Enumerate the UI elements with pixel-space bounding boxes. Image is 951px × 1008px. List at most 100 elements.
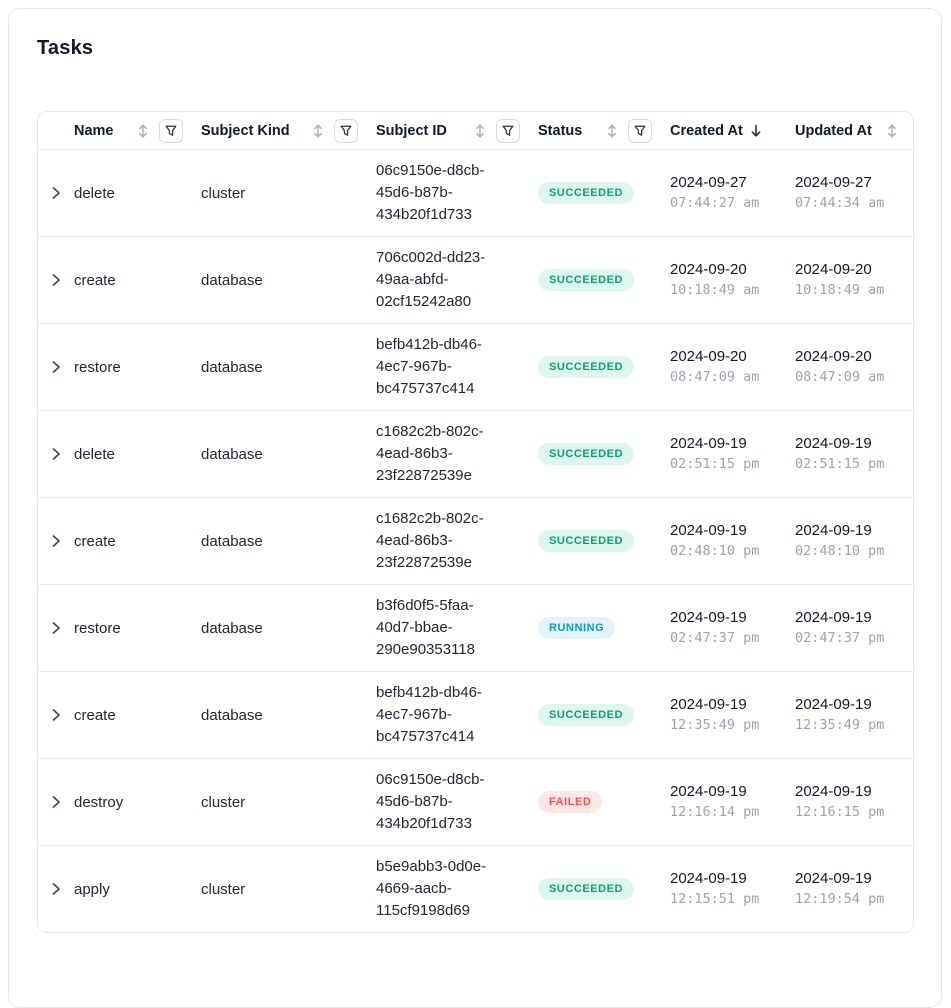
updated-time: 12:19:54 pm (795, 890, 885, 907)
column-label: Created At (670, 122, 743, 139)
column-label: Status (538, 122, 583, 139)
expand-cell (38, 498, 74, 584)
sort-button[interactable] (136, 123, 150, 139)
created-at-cell: 2024-09-19 12:35:49 pm (670, 695, 795, 736)
updated-time: 08:47:09 am (795, 368, 885, 385)
filter-button[interactable] (159, 118, 183, 143)
tasks-table: Name Subject Kind Subject ID (37, 111, 914, 933)
sort-desc-icon (751, 124, 761, 137)
sort-button[interactable] (885, 123, 899, 139)
expand-cell (38, 150, 74, 236)
status-cell: SUCCEEDED (538, 269, 670, 291)
updated-time: 07:44:34 am (795, 194, 885, 211)
subject-kind-cell: database (201, 271, 263, 289)
subject-kind-cell: database (201, 358, 263, 376)
expand-cell (38, 324, 74, 410)
sort-button[interactable] (605, 123, 619, 139)
expand-cell (38, 411, 74, 497)
created-date: 2024-09-19 (670, 869, 747, 887)
expand-cell (38, 759, 74, 845)
filter-button[interactable] (496, 118, 520, 143)
updated-date: 2024-09-19 (795, 434, 872, 452)
table-row: restore database befb412b-db46-4ec7-967b… (38, 323, 913, 410)
updated-date: 2024-09-19 (795, 521, 872, 539)
updated-time: 12:16:15 pm (795, 803, 885, 820)
expand-row-button[interactable] (46, 531, 66, 551)
name-cell: create (74, 532, 116, 550)
expand-row-button[interactable] (46, 618, 66, 638)
sort-button[interactable] (749, 123, 763, 139)
expand-row-button[interactable] (46, 792, 66, 812)
table-body: delete cluster 06c9150e-d8cb-45d6-b87b-4… (38, 149, 913, 932)
chevron-right-icon (52, 187, 60, 199)
created-at-cell: 2024-09-19 02:48:10 pm (670, 521, 795, 562)
updated-time: 02:48:10 pm (795, 542, 885, 559)
subject-kind-cell: database (201, 532, 263, 550)
status-badge: SUCCEEDED (538, 356, 635, 378)
chevron-right-icon (52, 361, 60, 373)
created-time: 02:48:10 pm (670, 542, 760, 559)
created-at-cell: 2024-09-20 08:47:09 am (670, 347, 795, 388)
expand-row-button[interactable] (46, 183, 66, 203)
updated-date: 2024-09-27 (795, 173, 872, 191)
subject-kind-cell: cluster (201, 793, 246, 811)
updated-at-cell: 2024-09-19 02:48:10 pm (795, 521, 913, 562)
updated-date: 2024-09-19 (795, 869, 872, 887)
subject-id-cell: b5e9abb3-0d0e-4669-aacb-115cf9198d69 (376, 858, 487, 919)
subject-id-cell: c1682c2b-802c-4ead-86b3-23f22872539e (376, 510, 484, 571)
column-label: Subject ID (376, 122, 447, 139)
expand-row-button[interactable] (46, 444, 66, 464)
expand-row-button[interactable] (46, 270, 66, 290)
column-label: Updated At (795, 122, 872, 139)
created-time: 12:16:14 pm (670, 803, 760, 820)
status-badge: FAILED (538, 791, 603, 813)
expand-row-button[interactable] (46, 357, 66, 377)
created-date: 2024-09-19 (670, 521, 747, 539)
filter-icon (165, 125, 177, 136)
created-at-cell: 2024-09-27 07:44:27 am (670, 173, 795, 214)
chevron-right-icon (52, 448, 60, 460)
name-cell: delete (74, 184, 115, 202)
chevron-right-icon (52, 709, 60, 721)
updated-at-cell: 2024-09-20 08:47:09 am (795, 347, 913, 388)
column-header-status: Status (538, 112, 670, 149)
created-at-cell: 2024-09-19 12:16:14 pm (670, 782, 795, 823)
table-row: restore database b3f6d0f5-5faa-40d7-bbae… (38, 584, 913, 671)
status-badge: SUCCEEDED (538, 182, 635, 204)
filter-button[interactable] (334, 118, 358, 143)
expand-cell (38, 672, 74, 758)
expand-cell (38, 585, 74, 671)
sort-button[interactable] (311, 123, 325, 139)
filter-button[interactable] (628, 118, 652, 143)
created-date: 2024-09-20 (670, 260, 747, 278)
updated-date: 2024-09-19 (795, 608, 872, 626)
name-cell: apply (74, 880, 110, 898)
created-time: 10:18:49 am (670, 281, 760, 298)
status-badge: SUCCEEDED (538, 269, 635, 291)
updated-at-cell: 2024-09-19 12:16:15 pm (795, 782, 913, 823)
chevron-right-icon (52, 274, 60, 286)
created-date: 2024-09-19 (670, 434, 747, 452)
expand-row-button[interactable] (46, 705, 66, 725)
sort-icon (608, 123, 616, 138)
status-badge: SUCCEEDED (538, 704, 635, 726)
created-at-cell: 2024-09-20 10:18:49 am (670, 260, 795, 301)
table-row: create database befb412b-db46-4ec7-967b-… (38, 671, 913, 758)
sort-button[interactable] (473, 123, 487, 139)
table-row: delete database c1682c2b-802c-4ead-86b3-… (38, 410, 913, 497)
sort-icon (314, 123, 322, 138)
subject-id-cell: 06c9150e-d8cb-45d6-b87b-434b20f1d733 (376, 771, 485, 832)
subject-id-cell: b3f6d0f5-5faa-40d7-bbae-290e90353118 (376, 597, 475, 658)
updated-time: 12:35:49 pm (795, 716, 885, 733)
status-cell: SUCCEEDED (538, 182, 670, 204)
created-date: 2024-09-19 (670, 695, 747, 713)
page-title: Tasks (37, 37, 94, 59)
sort-icon (139, 123, 147, 138)
updated-time: 10:18:49 am (795, 281, 885, 298)
status-cell: RUNNING (538, 617, 670, 639)
updated-at-cell: 2024-09-19 12:35:49 pm (795, 695, 913, 736)
expand-row-button[interactable] (46, 879, 66, 899)
created-time: 12:15:51 pm (670, 890, 760, 907)
chevron-right-icon (52, 796, 60, 808)
column-header-created-at: Created At (670, 112, 795, 149)
